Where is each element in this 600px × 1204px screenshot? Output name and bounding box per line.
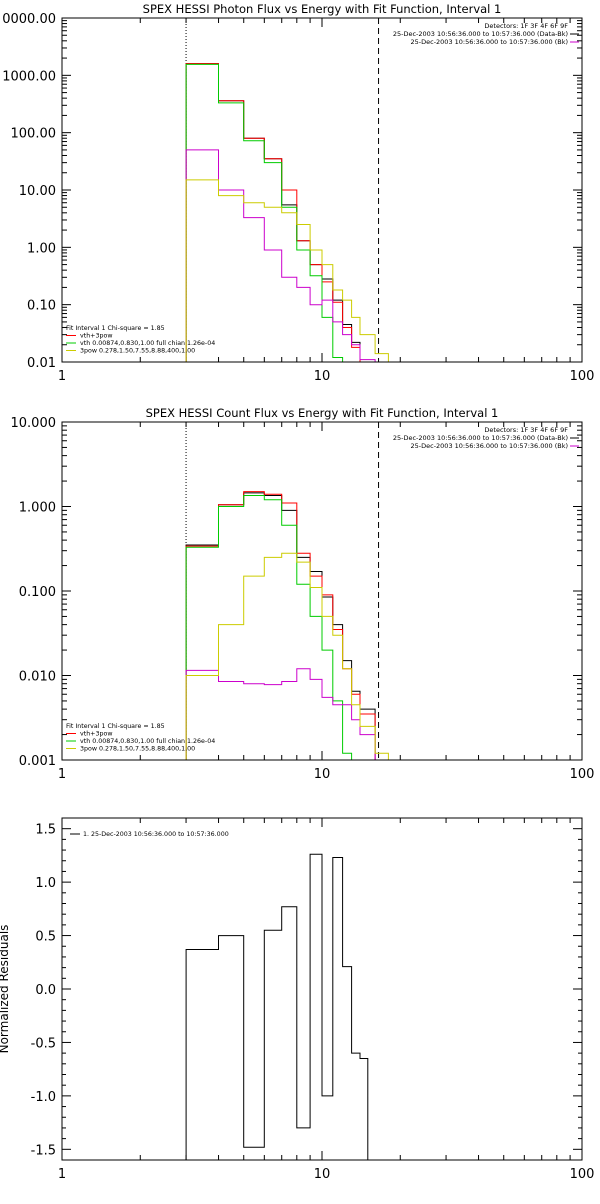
x-tick-label: 10 <box>314 1167 331 1182</box>
y-tick-label: -1.0 <box>31 1090 56 1105</box>
legend-text: 25-Dec-2003 10:56:36.000 to 10:57:36.000… <box>411 38 569 46</box>
y-tick-label: 0.001 <box>19 754 56 769</box>
series-line-5 <box>185 552 389 760</box>
x-tick-label: 1 <box>58 369 66 384</box>
y-tick-label: 1.000 <box>19 501 56 516</box>
y-tick-label: 1.5 <box>35 823 56 838</box>
series-group <box>185 63 389 362</box>
legend-text: vth 0.00874,0.830,1.00 full chian 1.26e-… <box>80 340 215 347</box>
y-tick-label: 0.010 <box>19 670 56 685</box>
plot-frame <box>61 817 583 1161</box>
legend-text: vth+3pow <box>80 731 112 738</box>
legend-text: 25-Dec-2003 10:56:36.000 to 10:57:36.000… <box>411 442 569 450</box>
y-axis-label: Normalized Residuals <box>0 925 11 1054</box>
y-tick-label: 1.0 <box>35 876 56 891</box>
legend-text: 25-Dec-2003 10:56:36.000 to 10:57:36.000… <box>393 30 568 38</box>
x-tick-label: 10 <box>314 369 331 384</box>
chart-panel-2: SPEX HESSI Count Flux vs Energy with Fit… <box>11 406 595 782</box>
legend-text: 1. 25-Dec-2003 10:56:36.000 to 10:57:36.… <box>83 831 229 838</box>
y-tick-label: -0.5 <box>31 1036 56 1051</box>
series-line-4 <box>185 668 376 760</box>
x-tick-label: 100 <box>570 369 595 384</box>
y-tick-label: 100.00 <box>11 127 57 142</box>
legend-text: Fit Interval 1 Chi-square = 1.85 <box>66 325 165 332</box>
series-line-1 <box>185 63 376 362</box>
y-tick-label: 0.100 <box>19 585 56 600</box>
series-line-2 <box>185 63 376 362</box>
legend-text: 3pow 0.278,1.50,7.55,8.88,400,1.00 <box>80 348 195 355</box>
x-tick-label: 10 <box>314 767 331 782</box>
legend-text: 25-Dec-2003 10:56:36.000 to 10:57:36.000… <box>393 434 568 442</box>
chart-title: SPEX HESSI Count Flux vs Energy with Fit… <box>146 406 499 420</box>
y-tick-label: 1000.00 <box>2 69 56 84</box>
legend-text: Detectors: 1F 3F 4F 6F 9F <box>484 426 568 434</box>
series-line-2 <box>185 491 376 760</box>
series-group <box>185 491 389 760</box>
plot-frame <box>61 17 583 363</box>
y-tick-label: 10.000 <box>11 416 57 431</box>
y-tick-label: 0000.00 <box>2 12 56 27</box>
y-tick-label: -1.5 <box>31 1143 56 1158</box>
y-tick-label: 0.5 <box>35 930 56 945</box>
legend-text: vth+3pow <box>80 333 112 340</box>
series-line-3 <box>185 63 352 362</box>
series-line-3 <box>185 495 353 760</box>
plot-frame <box>61 421 583 761</box>
y-tick-label: 1.00 <box>27 241 56 256</box>
series-group <box>185 853 379 1160</box>
series-line-5 <box>185 179 389 362</box>
y-tick-label: 0.01 <box>27 356 56 371</box>
series-line-1 <box>185 492 376 760</box>
legend-text: Fit Interval 1 Chi-square = 1.85 <box>66 723 165 730</box>
series-line-1 <box>185 853 379 1160</box>
chart-panel-1: SPEX HESSI Photon Flux vs Energy with Fi… <box>2 2 594 384</box>
legend-text: 3pow 0.278,1.50,7.55,8.88,400,1.00 <box>80 746 195 753</box>
y-tick-label: 0.0 <box>35 983 56 998</box>
x-tick-label: 1 <box>58 767 66 782</box>
y-tick-label: 10.00 <box>19 184 56 199</box>
y-tick-label: 0.10 <box>27 299 56 314</box>
x-tick-label: 100 <box>570 1167 595 1182</box>
chart-title: SPEX HESSI Photon Flux vs Energy with Fi… <box>143 2 502 16</box>
x-tick-label: 1 <box>58 1167 66 1182</box>
chart-panel-3: Normalized Residuals 1 10 100 -1.5 -1.0 -0.5 0.… <box>0 817 595 1182</box>
legend-text: vth 0.00874,0.830,1.00 full chian 1.26e-… <box>80 738 215 745</box>
series-line-4 <box>185 149 376 362</box>
legend-text: Detectors: 1F 3F 4F 6F 9F <box>484 22 568 30</box>
x-tick-label: 100 <box>570 767 595 782</box>
